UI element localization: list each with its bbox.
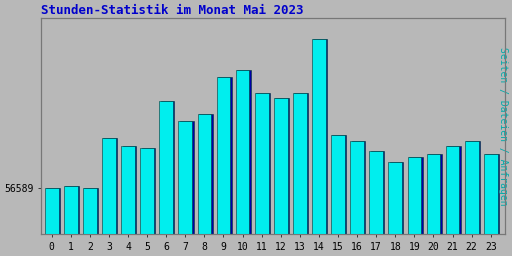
Bar xyxy=(350,142,364,234)
Bar xyxy=(294,93,308,234)
Bar xyxy=(274,98,288,234)
Bar xyxy=(293,93,307,234)
Bar xyxy=(352,142,366,234)
Bar xyxy=(140,148,154,234)
Bar xyxy=(217,78,230,234)
Bar xyxy=(331,135,345,234)
Bar xyxy=(161,101,175,234)
Bar xyxy=(237,69,251,234)
Y-axis label: Seiten / Dateien / Anfragen: Seiten / Dateien / Anfragen xyxy=(498,47,508,206)
Bar xyxy=(121,146,135,234)
Bar xyxy=(159,101,173,234)
Text: Stunden-Statistik im Monat Mai 2023: Stunden-Statistik im Monat Mai 2023 xyxy=(41,4,304,17)
Bar xyxy=(46,188,60,234)
Bar xyxy=(198,114,211,234)
Bar xyxy=(84,188,98,234)
Bar xyxy=(313,39,327,234)
Bar xyxy=(371,151,385,234)
Bar xyxy=(390,162,403,234)
Bar xyxy=(199,114,212,234)
Bar xyxy=(485,154,499,234)
Bar xyxy=(426,154,440,234)
Bar xyxy=(389,162,402,234)
Bar xyxy=(255,93,268,234)
Bar xyxy=(409,157,422,234)
Bar xyxy=(256,93,270,234)
Bar xyxy=(180,121,194,234)
Bar xyxy=(408,157,421,234)
Bar xyxy=(179,121,192,234)
Bar xyxy=(369,151,383,234)
Bar xyxy=(447,146,461,234)
Bar xyxy=(83,188,97,234)
Bar xyxy=(218,78,232,234)
Bar xyxy=(236,69,249,234)
Bar xyxy=(445,146,459,234)
Bar xyxy=(484,154,498,234)
Bar xyxy=(428,154,442,234)
Bar xyxy=(142,148,155,234)
Bar xyxy=(64,186,78,234)
Bar xyxy=(466,142,480,234)
Bar xyxy=(465,142,479,234)
Bar xyxy=(103,138,117,234)
Bar xyxy=(122,146,136,234)
Bar xyxy=(102,138,116,234)
Bar xyxy=(312,39,326,234)
Bar xyxy=(275,98,289,234)
Bar xyxy=(45,188,58,234)
Bar xyxy=(65,186,79,234)
Bar xyxy=(332,135,346,234)
